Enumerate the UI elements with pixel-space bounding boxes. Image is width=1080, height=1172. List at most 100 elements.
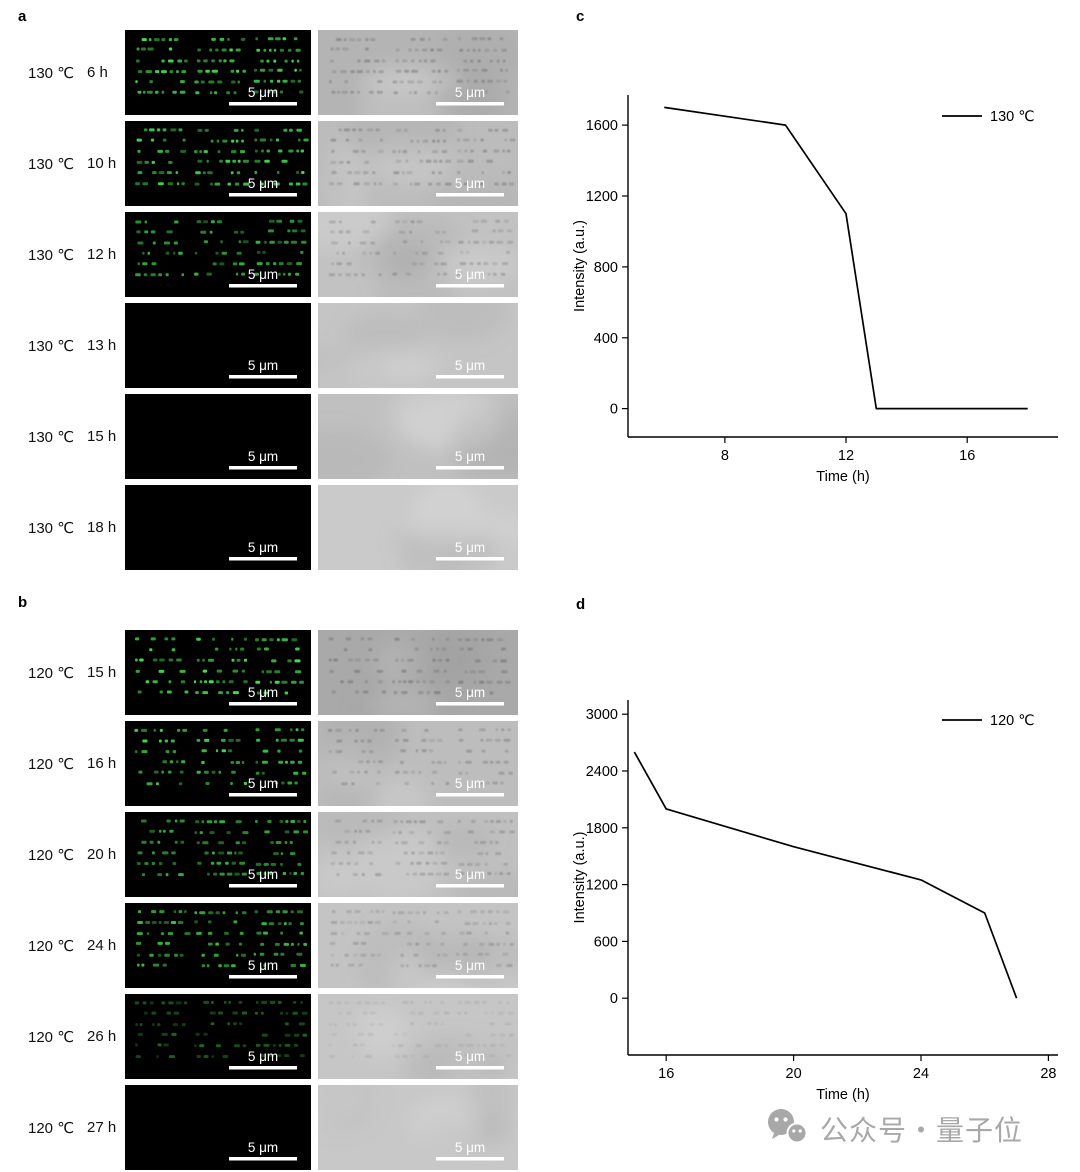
panel-label-c: c (576, 8, 585, 25)
row-label: 120 ℃ 26 h (0, 994, 124, 1079)
time-label: 24 h (87, 937, 117, 954)
brightfield-micrograph: 5 μm (318, 721, 518, 806)
scale-bar (436, 702, 504, 706)
scale-bar (436, 1157, 504, 1161)
scale-bar-label: 5 μm (248, 867, 278, 882)
scale-bar (229, 193, 297, 197)
fluorescence-micrograph: 5 μm (125, 485, 311, 570)
watermark: 公众号・量子位 (764, 1104, 1023, 1154)
panel-label-d: d (576, 596, 586, 613)
panel-label-a: a (18, 8, 27, 25)
scale-bar-label: 5 μm (248, 358, 278, 373)
brightfield-micrograph: 5 μm (318, 30, 518, 115)
scale-bar-label: 5 μm (455, 776, 485, 791)
scale-bar (436, 284, 504, 288)
time-label: 18 h (87, 519, 117, 536)
svg-text:400: 400 (594, 331, 618, 347)
brightfield-micrograph: 5 μm (318, 121, 518, 206)
svg-text:800: 800 (594, 260, 618, 276)
scale-bar (436, 1066, 504, 1070)
svg-text:1600: 1600 (586, 118, 618, 134)
row-label: 130 ℃ 13 h (0, 303, 124, 388)
scale-bar-label: 5 μm (248, 267, 278, 282)
temperature-label: 120 ℃ (28, 755, 75, 773)
fluorescence-micrograph: 5 μm (125, 630, 311, 715)
fluorescence-micrograph: 5 μm (125, 812, 311, 897)
fluorescence-micrograph: 5 μm (125, 1085, 311, 1170)
scale-bar-label: 5 μm (248, 449, 278, 464)
time-label: 15 h (87, 428, 117, 445)
watermark-text: 公众号・量子位 (820, 1115, 1024, 1146)
temperature-label: 130 ℃ (28, 519, 75, 537)
micrograph-row: 120 ℃ 24 h 5 μm 5 μm (0, 903, 520, 988)
scale-bar (436, 557, 504, 561)
row-label: 120 ℃ 15 h (0, 630, 124, 715)
time-label: 20 h (87, 846, 117, 863)
temperature-label: 120 ℃ (28, 1119, 75, 1137)
scale-bar-label: 5 μm (455, 540, 485, 555)
svg-text:24: 24 (913, 1066, 929, 1082)
fluorescence-micrograph: 5 μm (125, 994, 311, 1079)
row-label: 130 ℃ 15 h (0, 394, 124, 479)
scale-bar-label: 5 μm (248, 1140, 278, 1155)
time-label: 27 h (87, 1119, 117, 1136)
svg-text:130 ℃: 130 ℃ (990, 109, 1035, 125)
scale-bar-label: 5 μm (455, 685, 485, 700)
fluorescence-micrograph: 5 μm (125, 30, 311, 115)
brightfield-micrograph: 5 μm (318, 303, 518, 388)
scale-bar-label: 5 μm (248, 540, 278, 555)
time-label: 26 h (87, 1028, 117, 1045)
temperature-label: 120 ℃ (28, 846, 75, 864)
scale-bar (436, 975, 504, 979)
svg-text:0: 0 (610, 991, 618, 1007)
scale-bar (436, 102, 504, 106)
scale-bar-label: 5 μm (455, 85, 485, 100)
scale-bar (436, 466, 504, 470)
brightfield-micrograph: 5 μm (318, 630, 518, 715)
scale-bar (229, 284, 297, 288)
micrograph-row: 130 ℃ 12 h 5 μm 5 μm (0, 212, 520, 297)
line-chart-120c: 16 20 24 28 0 600 1200 1800 2400 3000 Time (h) Inte… (572, 700, 1058, 1103)
scale-bar (229, 375, 297, 379)
micrograph-row: 130 ℃ 15 h 5 μm 5 μm (0, 394, 520, 479)
scale-bar (436, 793, 504, 797)
fluorescence-micrograph: 5 μm (125, 394, 311, 479)
svg-text:28: 28 (1040, 1066, 1056, 1082)
row-label: 120 ℃ 16 h (0, 721, 124, 806)
row-label: 130 ℃ 12 h (0, 212, 124, 297)
brightfield-micrograph: 5 μm (318, 994, 518, 1079)
scale-bar (229, 1066, 297, 1070)
scale-bar (229, 557, 297, 561)
scale-bar-label: 5 μm (455, 267, 485, 282)
scale-bar-label: 5 μm (455, 958, 485, 973)
micrograph-row: 130 ℃ 18 h 5 μm 5 μm (0, 485, 520, 570)
temperature-label: 130 ℃ (28, 246, 75, 264)
svg-text:Time (h): Time (h) (816, 1087, 869, 1103)
svg-text:Time (h): Time (h) (816, 469, 869, 485)
temperature-label: 130 ℃ (28, 155, 75, 173)
time-label: 10 h (87, 155, 117, 172)
svg-text:1200: 1200 (586, 878, 618, 894)
svg-text:Intensity (a.u.): Intensity (a.u.) (572, 220, 588, 312)
svg-text:12: 12 (838, 448, 854, 464)
time-label: 12 h (87, 246, 117, 263)
svg-text:1800: 1800 (586, 821, 618, 837)
panel-label-b: b (18, 594, 28, 611)
fluorescence-micrograph: 5 μm (125, 721, 311, 806)
time-label: 16 h (87, 755, 117, 772)
time-label: 6 h (87, 64, 108, 81)
scale-bar-label: 5 μm (248, 685, 278, 700)
scale-bar-label: 5 μm (455, 176, 485, 191)
temperature-label: 130 ℃ (28, 64, 75, 82)
temperature-label: 120 ℃ (28, 937, 75, 955)
scale-bar-label: 5 μm (248, 176, 278, 191)
scale-bar (436, 193, 504, 197)
time-label: 15 h (87, 664, 117, 681)
scale-bar (436, 884, 504, 888)
svg-text:120 ℃: 120 ℃ (990, 713, 1035, 729)
line-chart-130c: 8 12 16 0 400 800 1200 1600 Time (h) Intensity (a… (572, 95, 1058, 485)
temperature-label: 120 ℃ (28, 664, 75, 682)
micrograph-row: 120 ℃ 26 h 5 μm 5 μm (0, 994, 520, 1079)
brightfield-micrograph: 5 μm (318, 903, 518, 988)
row-label: 130 ℃ 6 h (0, 30, 124, 115)
